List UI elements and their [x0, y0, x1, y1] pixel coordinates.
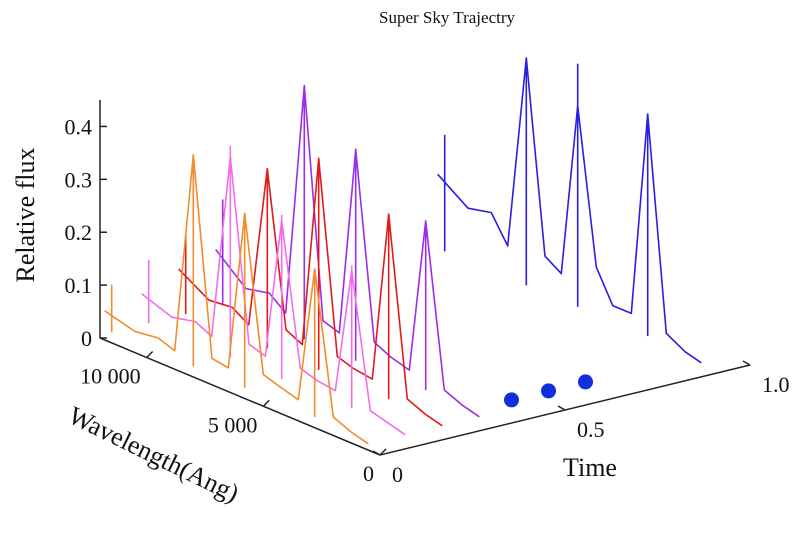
time-ticks: 0 0.5 1.0 [372, 360, 790, 487]
time-axis-label: Time [563, 453, 617, 482]
chart-title: Super Sky Trajectry [379, 8, 516, 27]
wavelength-tick-mark [146, 350, 154, 359]
trajectory-dot [578, 374, 593, 390]
spectrum-series [141, 145, 406, 436]
flux-tick-label: 0.2 [65, 220, 93, 245]
wavelength-tick-label: 5 000 [208, 412, 258, 437]
flux-ticks: 0 0.1 0.2 0.3 0.4 [65, 114, 107, 351]
wavelength-tick-mark [379, 448, 387, 456]
spectrum-series [104, 154, 369, 445]
spectrum-line [178, 157, 443, 427]
spectrum-series [178, 157, 443, 427]
spectrum-line [104, 154, 369, 445]
trajectory-dot [541, 383, 556, 399]
time-tick-label: 0.5 [577, 417, 605, 442]
time-tick-label: 1.0 [762, 372, 790, 397]
time-tick-label: 0 [392, 462, 403, 487]
time-tick-mark [557, 405, 566, 411]
spectrum-line [141, 155, 406, 436]
flux-tick-label: 0.3 [65, 167, 93, 192]
wavelength-ticks: 0 5 000 10 000 [80, 350, 387, 486]
wavelength-tick-label: 0 [363, 461, 374, 486]
spectrum-series [437, 57, 702, 364]
flux-axis-label: Relative flux [11, 147, 40, 282]
wavelength-tick-mark [262, 399, 270, 407]
spectrum-series [215, 84, 480, 418]
flux-tick-label: 0.1 [65, 273, 93, 298]
spectra-series [104, 57, 702, 445]
trajectory-dot [504, 392, 519, 408]
spectrum-line [437, 57, 702, 364]
time-tick-mark [372, 450, 381, 456]
time-tick-mark [742, 360, 751, 366]
wavelength-tick-label: 10 000 [80, 364, 141, 389]
flux-tick-label: 0.4 [65, 114, 93, 139]
flux-tick-label: 0 [81, 326, 92, 351]
trajectory-markers [504, 374, 593, 408]
spectrum-line [215, 84, 480, 418]
